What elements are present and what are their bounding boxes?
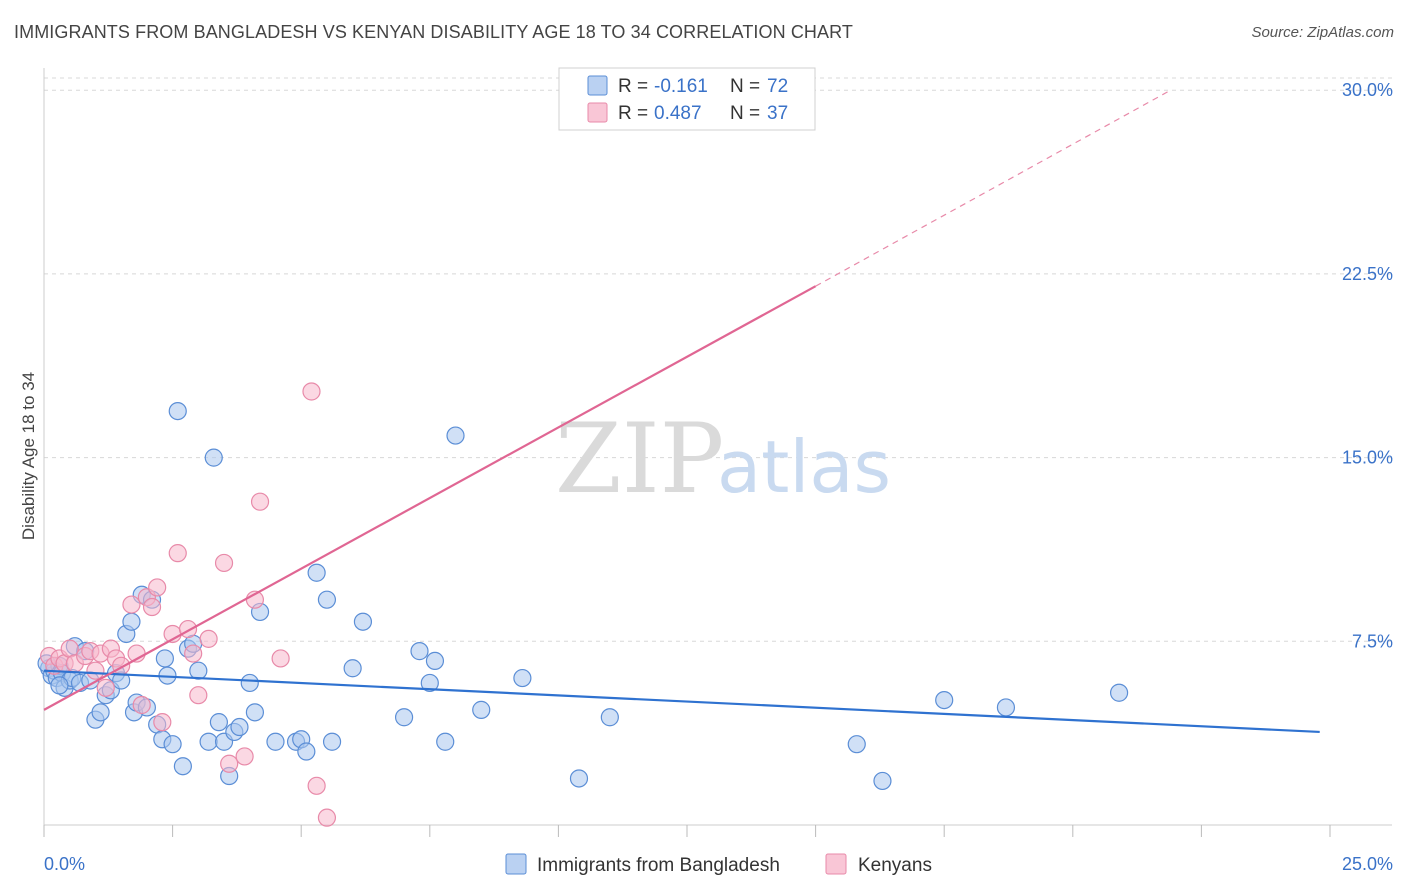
point-bangladesh-50 [307, 563, 326, 582]
watermark-atlas: atlas [717, 425, 891, 509]
y-tick-label-0: 7.5% [1352, 631, 1393, 651]
point-bangladesh-43 [240, 673, 259, 693]
gridlines [44, 77, 1392, 642]
point-bangladesh-52 [322, 732, 342, 751]
point-kenyans-8 [86, 661, 105, 680]
point-bangladesh-66 [873, 771, 892, 791]
point-bangladesh-28 [155, 649, 174, 668]
point-bangladesh-65 [847, 735, 866, 754]
trend-line-kenyans [43, 285, 817, 711]
legend-n-value-0: 72 [767, 76, 788, 97]
point-kenyans-22 [168, 544, 187, 563]
chart-title: IMMIGRANTS FROM BANGLADESH VS KENYAN DIS… [14, 22, 853, 42]
point-bangladesh-30 [163, 735, 182, 754]
bottom-legend-swatch-blue [505, 853, 527, 875]
bottom-legend-label-pink: Kenyans [858, 855, 932, 876]
legend-swatch-pink [587, 102, 608, 123]
data-points [37, 103, 1129, 827]
point-kenyans-31 [250, 492, 270, 511]
point-bangladesh-20 [122, 612, 141, 631]
point-kenyans-26 [199, 629, 218, 648]
point-bangladesh-35 [189, 661, 208, 680]
point-kenyans-24 [184, 644, 203, 663]
tick-labels: 7.5% 15.0% 22.5% 30.0% 0.0% 25.0% [44, 80, 1393, 874]
point-kenyans-10 [96, 678, 115, 697]
point-kenyans-16 [132, 695, 151, 715]
point-bangladesh-69 [1109, 683, 1129, 702]
legend-n-label-0: N = [730, 76, 760, 97]
point-bangladesh-59 [436, 732, 455, 751]
legend: R = -0.161 N = 72 R = 0.487 N = 37 [558, 67, 816, 131]
point-bangladesh-67 [935, 690, 954, 710]
point-kenyans-33 [302, 382, 321, 401]
point-bangladesh-42 [230, 717, 249, 737]
point-kenyans-25 [189, 686, 208, 705]
y-tick-label-3: 30.0% [1342, 80, 1393, 100]
point-bangladesh-14 [91, 703, 110, 722]
trend-line-kenyans-extension [815, 89, 1171, 287]
point-bangladesh-44 [245, 703, 265, 722]
point-kenyans-34 [307, 776, 326, 795]
source-label: Source: ZipAtlas.com [1251, 24, 1394, 41]
trend-lines [43, 89, 1320, 734]
point-kenyans-35 [317, 808, 337, 827]
x-tick-label-1: 25.0% [1342, 854, 1393, 874]
legend-r-value-1: 0.487 [654, 103, 702, 124]
point-bangladesh-54 [353, 612, 373, 631]
point-bangladesh-64 [600, 708, 619, 727]
point-bangladesh-68 [996, 698, 1016, 717]
legend-r-label-1: R = [618, 103, 648, 124]
axes [43, 68, 1392, 837]
y-tick-label-2: 22.5% [1342, 264, 1393, 284]
watermark-zip: ZIP [555, 403, 724, 515]
bottom-legend-swatch-pink [825, 853, 847, 875]
x-tick-label-0: 0.0% [44, 854, 85, 874]
legend-swatch-blue [587, 75, 608, 96]
point-kenyans-27 [214, 553, 234, 573]
bottom-legend-label-blue: Immigrants from Bangladesh [537, 855, 780, 876]
point-bangladesh-56 [410, 642, 429, 661]
point-bangladesh-63 [569, 769, 589, 788]
point-bangladesh-46 [266, 732, 285, 751]
point-kenyans-32 [271, 649, 290, 668]
point-bangladesh-38 [209, 713, 228, 732]
point-kenyans-18 [142, 597, 162, 617]
point-bangladesh-55 [394, 708, 414, 727]
point-bangladesh-32 [173, 757, 192, 776]
point-bangladesh-31 [168, 401, 187, 421]
point-bangladesh-58 [425, 651, 445, 671]
y-axis-label: Disability Age 18 to 34 [19, 372, 38, 540]
legend-r-value-0: -0.161 [654, 76, 708, 97]
y-tick-label-1: 15.0% [1342, 448, 1393, 468]
point-kenyans-28 [220, 754, 239, 773]
watermark: ZIP atlas [555, 403, 891, 515]
point-kenyans-29 [235, 747, 254, 766]
point-bangladesh-49 [297, 742, 316, 761]
point-bangladesh-51 [317, 590, 337, 609]
legend-r-label-0: R = [618, 76, 648, 97]
point-kenyans-19 [148, 578, 167, 597]
bottom-legend: Immigrants from Bangladesh Kenyans [505, 853, 932, 876]
point-bangladesh-62 [513, 668, 532, 688]
trend-line-bangladesh [43, 669, 1320, 734]
point-kenyans-20 [153, 713, 172, 732]
point-bangladesh-71 [50, 676, 69, 695]
legend-n-label-1: N = [730, 103, 760, 124]
point-kenyans-14 [122, 595, 141, 614]
point-bangladesh-60 [446, 426, 465, 445]
point-bangladesh-36 [199, 732, 218, 751]
point-bangladesh-37 [204, 448, 223, 467]
point-bangladesh-53 [343, 659, 362, 678]
point-bangladesh-61 [472, 700, 491, 719]
point-bangladesh-57 [420, 673, 439, 693]
legend-n-value-1: 37 [767, 103, 788, 124]
